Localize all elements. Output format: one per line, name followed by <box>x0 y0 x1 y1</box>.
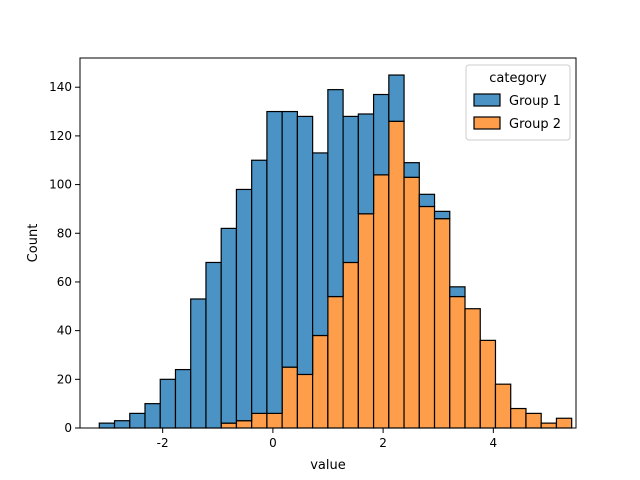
bar-group-1-bin-12 <box>281 110 298 368</box>
bar-group-2-bin-22 <box>433 218 451 429</box>
bar-group-2-bin-28 <box>525 412 542 429</box>
bar-group-1-bin-11 <box>266 110 283 414</box>
bar-group-2-bin-29 <box>540 422 558 429</box>
x-tick-label: 2 <box>379 436 387 450</box>
bar-group-2-bin-19 <box>388 120 405 429</box>
bar-group-2-bin-24 <box>464 308 481 429</box>
y-tick-label: 60 <box>57 275 72 289</box>
legend-swatch-group-2 <box>473 116 501 130</box>
bar-group-1-bin-5 <box>174 368 192 429</box>
legend-label-group-1: Group 1 <box>509 94 561 109</box>
bar-group-1-bin-13 <box>296 115 314 376</box>
y-tick-label: 80 <box>57 226 72 240</box>
bar-group-1-bin-16 <box>342 115 359 264</box>
y-tick-label: 40 <box>57 324 72 338</box>
x-tick-label: 0 <box>269 436 277 450</box>
y-tick-label: 0 <box>64 421 72 435</box>
bar-group-1-bin-14 <box>312 152 329 337</box>
bar-group-2-bin-16 <box>342 261 359 429</box>
bar-group-1-bin-19 <box>388 74 405 122</box>
bar-group-2-bin-9 <box>235 420 253 429</box>
bar-group-1-bin-15 <box>327 89 344 298</box>
bar-group-1-bin-4 <box>159 378 177 429</box>
x-tick-label: -2 <box>157 436 169 450</box>
bar-group-1-bin-8 <box>220 227 238 424</box>
bar-group-2-bin-17 <box>357 213 375 429</box>
legend: category Group 1 Group 2 <box>465 64 571 141</box>
bar-group-2-bin-11 <box>266 412 283 429</box>
bar-group-2-bin-13 <box>296 373 314 429</box>
bar-group-2-bin-26 <box>494 383 512 429</box>
legend-swatch-group-1 <box>473 93 501 107</box>
x-tick-label: 4 <box>490 436 498 450</box>
bar-group-2-bin-18 <box>372 174 390 429</box>
bar-group-1-bin-1 <box>113 420 131 429</box>
bars-group <box>98 74 573 429</box>
bar-group-1-bin-18 <box>372 93 390 176</box>
legend-label-group-2: Group 2 <box>509 117 561 132</box>
bar-group-1-bin-2 <box>129 412 146 429</box>
bar-group-1-bin-3 <box>144 403 161 429</box>
bar-group-1-bin-21 <box>418 193 436 208</box>
y-tick-label: 120 <box>49 129 72 143</box>
bar-group-2-bin-27 <box>510 407 527 429</box>
bar-group-1-bin-17 <box>357 113 375 215</box>
y-axis-ticks: 0 20 40 60 80 100 120 140 <box>49 80 80 435</box>
bar-group-1-bin-6 <box>190 298 207 429</box>
axes-frame <box>79 57 577 429</box>
bar-group-2-bin-23 <box>449 295 466 429</box>
bar-group-2-bin-20 <box>403 176 420 429</box>
bar-group-1-bin-0 <box>98 422 116 429</box>
x-axis-ticks: -2 0 2 4 <box>157 428 497 450</box>
bar-group-1-bin-10 <box>251 159 268 415</box>
y-tick-label: 20 <box>57 372 72 386</box>
bar-group-1-bin-20 <box>403 162 420 178</box>
y-axis-label: Count <box>26 224 41 263</box>
bar-group-2-bin-14 <box>312 334 329 429</box>
bar-group-1-bin-7 <box>205 261 222 429</box>
bar-group-2-bin-30 <box>555 417 573 429</box>
bar-group-1-bin-23 <box>449 286 466 298</box>
bar-group-2-bin-21 <box>418 205 436 429</box>
bar-group-2-bin-15 <box>327 295 344 429</box>
legend-title: category <box>489 71 547 86</box>
x-axis-label: value <box>310 458 346 473</box>
y-tick-label: 100 <box>49 178 72 192</box>
bar-group-2-bin-12 <box>281 366 298 429</box>
y-tick-label: 140 <box>49 80 72 94</box>
plot-frame <box>79 57 577 429</box>
bar-group-2-bin-25 <box>479 339 497 429</box>
bar-group-1-bin-22 <box>433 210 451 220</box>
bar-group-2-bin-10 <box>251 412 268 429</box>
bar-group-1-bin-9 <box>235 188 253 422</box>
bar-group-2-bin-8 <box>220 422 238 429</box>
